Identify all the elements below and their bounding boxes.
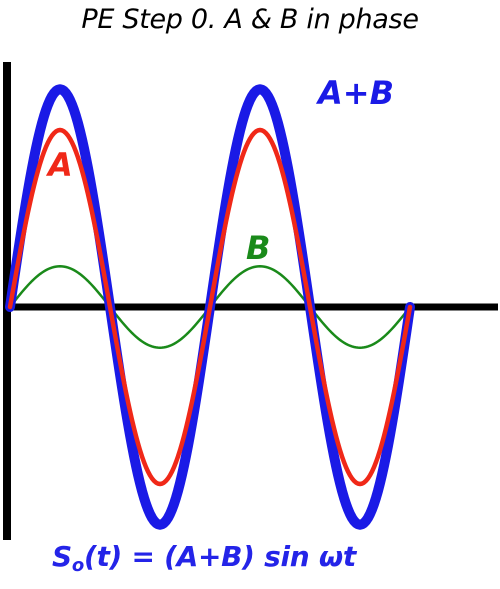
wave-sum-label: A+B — [315, 74, 394, 112]
signal-formula: So(t) = (A+B) sin ωt — [52, 540, 356, 576]
diagram-title: PE Step 0. A & B in phase — [81, 4, 419, 35]
formula-symbol: S — [52, 540, 72, 573]
formula-subscript: o — [71, 555, 84, 576]
formula-expression: (t) = (A+B) sin ωt — [83, 540, 356, 573]
wave-a-curve — [7, 127, 413, 487]
wave-a-label: A — [45, 146, 73, 184]
wave-b-label: B — [246, 229, 270, 267]
